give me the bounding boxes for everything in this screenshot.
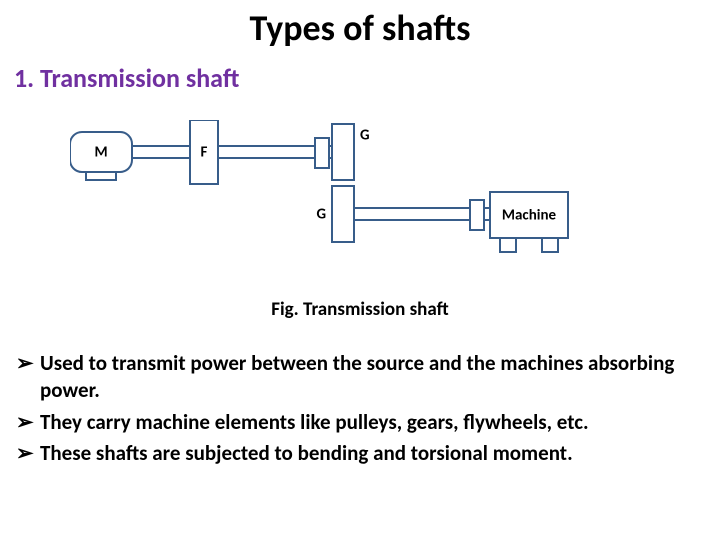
svg-text:F: F [201, 144, 208, 162]
svg-text:G: G [316, 206, 326, 224]
bullet-item: These shafts are subjected to bending an… [14, 440, 706, 467]
section-heading: 1. Transmission shaft [14, 62, 239, 94]
bullet-item: They carry machine elements like pulleys… [14, 409, 706, 436]
diagram-svg: M F G G Machine [70, 120, 590, 260]
figure-caption: Fig. Transmission shaft [0, 298, 720, 321]
transmission-shaft-diagram: M F G G Machine [70, 120, 590, 260]
bullet-item: Used to transmit power between the sourc… [14, 350, 706, 405]
svg-text:M: M [94, 144, 107, 162]
svg-text:G: G [360, 127, 370, 145]
page-title: Types of shafts [0, 6, 720, 50]
bullet-list: Used to transmit power between the sourc… [14, 350, 706, 471]
svg-text:Machine: Machine [502, 207, 557, 225]
